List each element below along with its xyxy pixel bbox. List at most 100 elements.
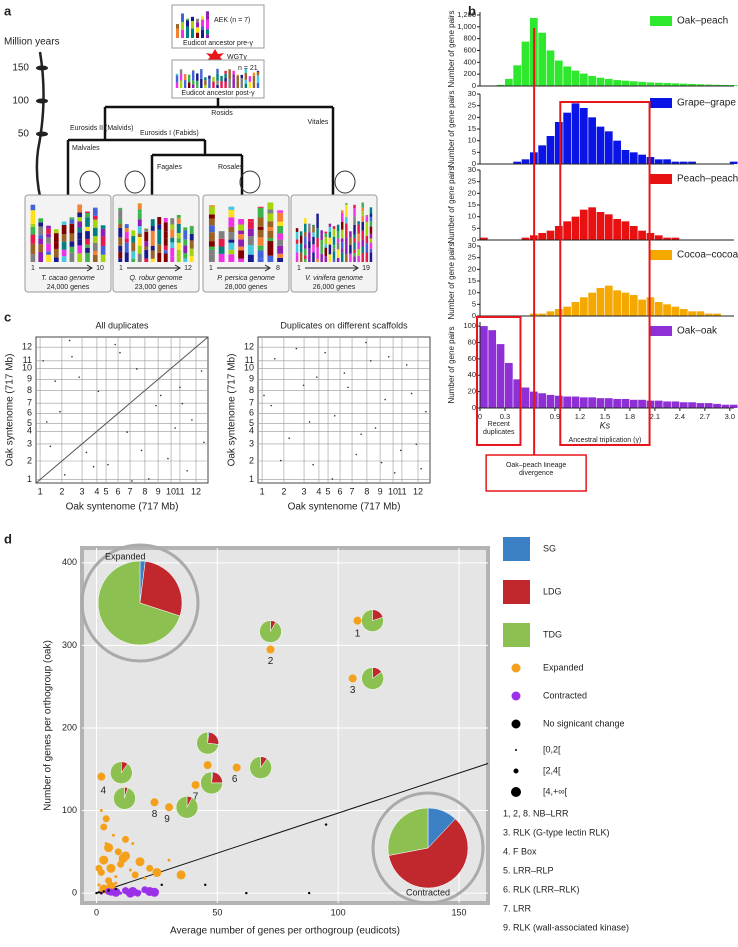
dot	[119, 351, 121, 354]
chromosome-segment	[324, 231, 328, 234]
x-tick-label: 2.1	[650, 412, 660, 421]
dot	[415, 443, 418, 446]
chromosome-segment	[181, 13, 184, 22]
pie-slice	[110, 761, 133, 784]
chromosome-segment	[247, 221, 254, 229]
chromosome-segment	[247, 236, 254, 246]
histogram-bar	[596, 77, 605, 86]
histogram-bar	[638, 299, 646, 316]
legend-label: No signicant change	[543, 718, 625, 728]
y-tick-label: 20	[468, 112, 476, 121]
histogram-bar	[554, 226, 563, 240]
plot-title: Duplicates on different scaffolds	[280, 320, 408, 330]
dot	[425, 410, 427, 413]
chromosome-segment	[228, 226, 235, 233]
histogram-bar	[604, 398, 613, 408]
point	[114, 875, 118, 879]
y-tick-label: 20	[468, 387, 476, 396]
x-tick-label: 150	[451, 907, 466, 917]
chromosome-segment	[353, 256, 356, 262]
timeline-tick-label: 150	[12, 63, 29, 74]
note: 7. LRR	[503, 903, 532, 913]
chromosome-segment	[150, 219, 155, 227]
point	[307, 891, 311, 895]
chromosome-segment	[176, 223, 181, 233]
point	[99, 809, 103, 813]
histogram-bar	[629, 81, 638, 86]
chromosome-segment	[299, 231, 303, 236]
histogram-bar	[513, 379, 522, 408]
y-tick-label: 3	[249, 438, 254, 448]
chromosome-segment	[163, 217, 168, 223]
chromosome-segment	[349, 231, 352, 238]
chromosome-segment	[183, 230, 188, 240]
chromosome-arrow	[217, 264, 271, 272]
chromosome-segment	[353, 208, 356, 217]
y-tick-label: 5	[27, 418, 32, 428]
chromosome-segment	[345, 211, 348, 217]
chromosome-segment	[247, 254, 254, 262]
y-axis-label: Number of gene pairs	[447, 91, 456, 168]
x-axis-label: Oak syntenome (717 Mb)	[288, 502, 401, 513]
chromosome-segment	[224, 81, 227, 88]
chromosome-segment	[304, 255, 307, 259]
annotation-box	[485, 454, 587, 492]
histogram-bar	[546, 50, 555, 86]
chromosome-segment	[144, 228, 149, 229]
plot-title: All duplicates	[95, 320, 149, 330]
timeline-tick-label: 100	[12, 96, 29, 107]
chromosome-segment	[191, 21, 194, 29]
chromosome-segment	[189, 255, 194, 262]
x-tick-label: 1.5	[600, 412, 610, 421]
chromosome-segment	[332, 228, 336, 237]
chromosome-segment	[53, 248, 59, 258]
point-label: 9	[164, 814, 170, 825]
chromosome-segment	[118, 219, 123, 224]
histogram-bar	[596, 126, 605, 164]
histogram-bar	[696, 84, 705, 86]
histogram-bar	[480, 237, 488, 240]
chromosome-segment	[218, 238, 225, 247]
histogram-bar	[629, 226, 638, 240]
chromosome-segment	[61, 241, 67, 250]
point	[106, 863, 116, 873]
chromosome-segment	[336, 257, 340, 262]
histogram-bar	[563, 66, 572, 86]
chromosome-segment	[312, 224, 315, 227]
legend-swatch	[503, 580, 530, 604]
legend-swatch	[650, 16, 672, 26]
chromosome-segment	[365, 216, 369, 222]
chromosome-segment	[369, 252, 373, 262]
chromosome-segment	[189, 240, 194, 249]
chromosome-segment	[163, 238, 168, 246]
pie-slice	[249, 756, 272, 779]
chromosome-segment	[77, 204, 83, 213]
point	[97, 891, 101, 894]
chromosome-segment	[357, 224, 360, 234]
chromosome-segment	[295, 252, 299, 256]
chromosome-last: 8	[276, 265, 280, 272]
chromosome-segment	[256, 75, 260, 83]
chromosome-segment	[257, 217, 264, 227]
point	[143, 876, 147, 880]
y-axis-label: Number of genes per orthogroup (oak)	[43, 640, 54, 811]
chromosome-segment	[257, 237, 264, 246]
chromosome-segment	[85, 252, 90, 262]
chromosome-segment	[353, 234, 356, 239]
dot	[68, 339, 71, 342]
chromosome-segment	[228, 217, 235, 227]
chromosome-segment	[208, 232, 215, 242]
chromosome-segment	[369, 248, 373, 253]
y-tick-label: 400	[62, 557, 77, 567]
chromosome-segment	[46, 233, 51, 238]
chromosome-segment	[345, 223, 348, 231]
chromosome-segment	[69, 233, 75, 242]
chromosome-first: 1	[31, 265, 35, 272]
chromosome-segment	[216, 68, 219, 74]
chromosome-segment	[208, 218, 215, 226]
annotation-text: Oak–peach lineage divergence	[505, 462, 567, 477]
chromosome-segment	[295, 255, 299, 262]
x-tick-label: 11	[397, 486, 406, 496]
histogram-bar	[504, 78, 513, 86]
histogram-bar	[663, 237, 671, 240]
